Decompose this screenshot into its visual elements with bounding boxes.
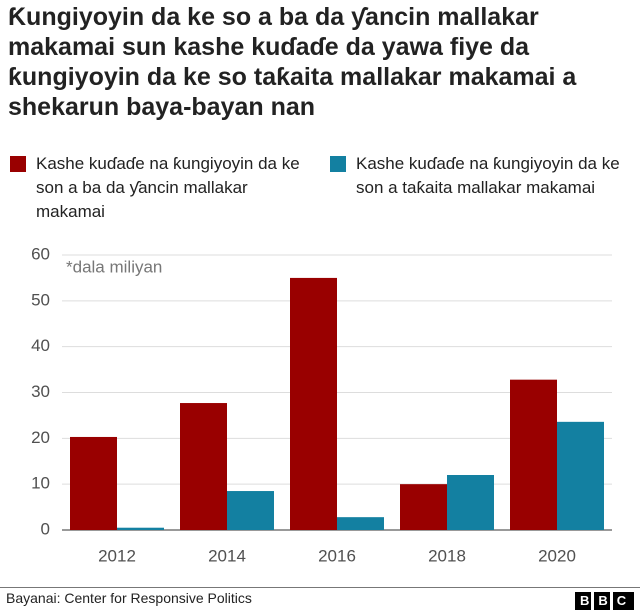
bar [400, 484, 447, 530]
bar [557, 421, 604, 530]
x-tick-label: 2014 [208, 546, 246, 565]
y-tick-label: 30 [31, 382, 50, 401]
bar [117, 527, 164, 530]
legend-item: Kashe kuɗaɗe na ƙungiyoyin da ke son a t… [330, 152, 620, 200]
bar [290, 277, 337, 530]
y-tick-label: 20 [31, 428, 50, 447]
legend-item: Kashe kuɗaɗe na ƙungiyoyin da ke son a b… [10, 152, 300, 224]
chart-title: Ƙungiyoyin da ke so a ba da ƴancin malla… [8, 3, 577, 121]
x-tick-label: 2016 [318, 546, 356, 565]
chart: *dala miliyan 0 10 20 30 40 50 60 2012 2014 2016 2… [31, 244, 612, 565]
bar [70, 436, 117, 530]
bar [227, 491, 274, 530]
bar [447, 475, 494, 530]
y-tick-label: 50 [31, 290, 50, 309]
logo: BBC [575, 592, 634, 610]
bar [337, 517, 384, 530]
x-tick-label: 2012 [98, 546, 136, 565]
x-tick-label: 2018 [428, 546, 466, 565]
bar [510, 379, 557, 530]
y-tick-label: 60 [31, 244, 50, 263]
legend-swatch [330, 156, 346, 172]
annotation: *dala miliyan [66, 257, 162, 276]
source: Bayanai: Center for Responsive Politics [6, 590, 252, 606]
legend-label: Kashe kuɗaɗe na ƙungiyoyin da ke son a b… [36, 154, 300, 221]
footer-rule [0, 587, 640, 588]
legend-swatch [10, 156, 26, 172]
legend-label: Kashe kuɗaɗe na ƙungiyoyin da ke son a t… [356, 154, 620, 197]
y-tick-label: 40 [31, 336, 50, 355]
bar [180, 403, 227, 530]
y-tick-label: 0 [41, 519, 50, 538]
x-tick-label: 2020 [538, 546, 576, 565]
y-tick-label: 10 [31, 474, 50, 493]
